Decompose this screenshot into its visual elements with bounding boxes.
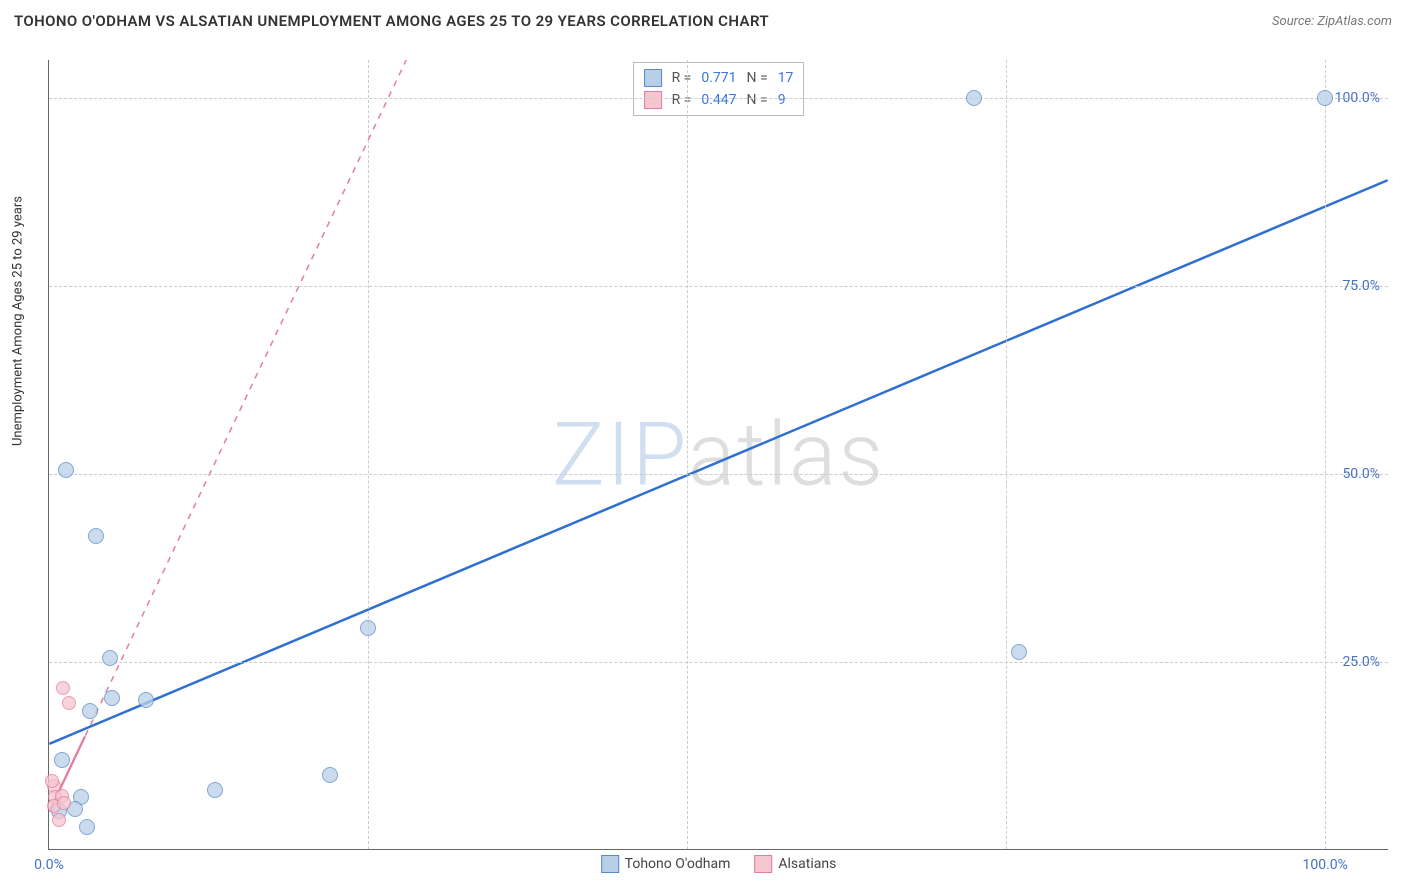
legend-label-1: Alsatians: [778, 856, 836, 872]
legend-row-series-1: R = 0.447 N = 9: [644, 89, 794, 111]
data-point: [56, 681, 70, 695]
legend-item-0: Tohono O'odham: [601, 855, 731, 873]
legend-row-series-0: R = 0.771 N = 17: [644, 67, 794, 89]
data-point: [102, 650, 118, 666]
gridline-v: [368, 60, 369, 849]
n-label: N =: [747, 89, 768, 111]
data-point: [322, 767, 338, 783]
n-label: N =: [747, 67, 768, 89]
r-value-0: 0.771: [701, 67, 736, 89]
legend-swatch-1: [644, 91, 662, 109]
data-point: [88, 528, 104, 544]
data-point: [104, 690, 120, 706]
r-value-1: 0.447: [701, 89, 736, 111]
gridline-h: [49, 98, 1388, 99]
gridline-h: [49, 662, 1388, 663]
data-point: [58, 462, 74, 478]
r-label: R =: [672, 89, 692, 111]
gridline-v: [1006, 60, 1007, 849]
legend-correlation: R = 0.771 N = 17 R = 0.447 N = 9: [633, 62, 805, 116]
gridline-v: [687, 60, 688, 849]
data-point: [1011, 644, 1027, 660]
watermark-part-b: atlas: [688, 403, 885, 506]
trend-line-0: [49, 180, 1387, 744]
watermark: ZIPatlas: [552, 403, 885, 506]
y-tick-label: 75.0%: [1342, 278, 1380, 294]
data-point: [966, 90, 982, 106]
data-point: [360, 620, 376, 636]
data-point: [57, 796, 71, 810]
data-point: [54, 752, 70, 768]
chart-title: TOHONO O'ODHAM VS ALSATIAN UNEMPLOYMENT …: [14, 12, 769, 30]
n-value-0: 17: [778, 67, 794, 89]
legend-item-1: Alsatians: [754, 855, 836, 873]
y-axis-label: Unemployment Among Ages 25 to 29 years: [11, 196, 26, 446]
data-point: [79, 819, 95, 835]
y-tick-label: 50.0%: [1342, 466, 1380, 482]
data-point: [52, 813, 66, 827]
gridline-h: [49, 474, 1388, 475]
data-point: [138, 692, 154, 708]
r-label: R =: [672, 67, 692, 89]
scatter-plot: ZIPatlas R = 0.771 N = 17 R = 0.447 N = …: [48, 60, 1388, 850]
watermark-part-a: ZIP: [552, 403, 688, 506]
data-point: [1317, 90, 1333, 106]
legend-swatch-b0: [601, 855, 619, 873]
legend-swatch-b1: [754, 855, 772, 873]
legend-label-0: Tohono O'odham: [625, 856, 731, 872]
data-point: [82, 703, 98, 719]
data-point: [62, 696, 76, 710]
x-tick-label: 100.0%: [1302, 857, 1347, 873]
data-point: [45, 774, 59, 788]
y-tick-label: 100.0%: [1335, 90, 1380, 106]
x-tick-label: 0.0%: [34, 857, 64, 873]
n-value-1: 9: [778, 89, 786, 111]
data-point: [207, 782, 223, 798]
legend-series: Tohono O'odham Alsatians: [601, 855, 837, 873]
gridline-h: [49, 286, 1388, 287]
legend-swatch-0: [644, 69, 662, 87]
gridline-v: [1325, 60, 1326, 849]
y-tick-label: 25.0%: [1342, 654, 1380, 670]
trend-lines-layer: [49, 60, 1388, 849]
source-label: Source: ZipAtlas.com: [1272, 14, 1392, 29]
